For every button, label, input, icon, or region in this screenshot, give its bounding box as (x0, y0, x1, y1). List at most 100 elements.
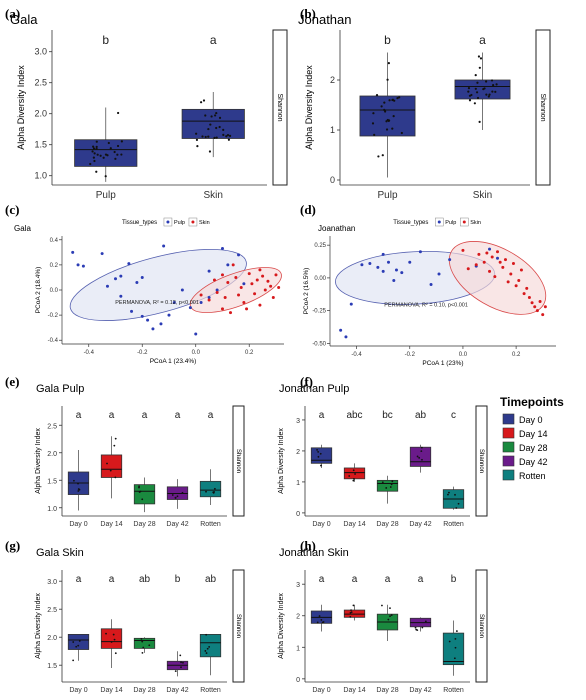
legend-label-0: Day 0 (519, 415, 543, 425)
permanova-annotation: PERMANOVA, R² = 0.10, p<0.001 (384, 303, 468, 309)
pulp-point (162, 244, 166, 248)
data-point (215, 111, 218, 115)
pulp-point (167, 313, 171, 317)
y-tick-label: 2 (296, 614, 300, 621)
y-tick-label: 0.25 (314, 243, 326, 249)
panel-label-g: (g) (5, 538, 20, 553)
data-point (204, 135, 207, 139)
data-point (215, 126, 218, 130)
skin-point (506, 280, 510, 284)
y-tick-label: 2.0 (34, 109, 47, 119)
data-point (116, 144, 120, 148)
data-point (476, 81, 479, 84)
box-chart-a: Gala Shannon 1.0 1.5 2.0 2.5 3.0 Alpha Diversit… (10, 12, 288, 201)
significance-letter: ab (139, 574, 151, 585)
pulp-point (386, 260, 390, 264)
pulp-point (105, 284, 109, 288)
box-g-2 (133, 637, 156, 649)
box-e-4 (199, 480, 222, 498)
x-tick-label: Day 0 (69, 521, 87, 528)
data-point (201, 135, 204, 138)
data-point (195, 138, 199, 141)
y-tick-label: 3 (296, 582, 300, 589)
skin-point (527, 296, 531, 300)
pulp-point (194, 332, 198, 336)
significance-letter: a (76, 410, 82, 421)
skin-point (274, 273, 278, 277)
data-point (213, 136, 216, 139)
data-point (226, 134, 230, 137)
skin-point (231, 263, 235, 267)
data-point (416, 455, 419, 458)
pulp-point (360, 263, 364, 267)
pulp-point (159, 322, 163, 326)
data-point (142, 646, 145, 649)
significance-letter: bc (382, 410, 393, 421)
data-point (109, 469, 112, 472)
skin-point (530, 301, 534, 305)
data-point (454, 637, 457, 640)
facet-label-e: Shannon (235, 449, 241, 473)
y-axis-label-a: Alpha Diversity Index (16, 65, 26, 150)
skin-point (482, 260, 486, 264)
x-tick-label: Skin (473, 190, 492, 201)
data-point (350, 611, 353, 613)
skin-point (242, 301, 246, 305)
panel-label-e: (e) (5, 374, 19, 389)
data-point (102, 156, 105, 159)
data-point (179, 654, 182, 657)
y-tick-label: 1 (296, 645, 300, 652)
data-point (479, 57, 483, 60)
facet-strip-h (475, 569, 488, 683)
skin-point (237, 293, 241, 297)
data-point (453, 657, 456, 660)
x-tick-label: Day 28 (133, 521, 155, 528)
data-point (383, 101, 386, 104)
chart-title-h: Jonathan Skin (279, 547, 349, 559)
box-e-1 (100, 454, 123, 478)
pulp-ellipse (69, 248, 247, 321)
data-point (73, 479, 75, 482)
data-point (482, 88, 485, 91)
x-tick-label: Pulp (96, 190, 116, 201)
data-point (116, 153, 119, 156)
pulp-point (172, 301, 176, 305)
data-point (199, 101, 203, 104)
facet-label-a: Shannon (276, 93, 283, 121)
pulp-point (220, 247, 224, 251)
data-point (381, 604, 383, 607)
data-point (225, 135, 228, 138)
skin-point (258, 268, 262, 272)
data-point (92, 145, 95, 148)
y-tick-label: 1 (330, 125, 335, 135)
skin-point (493, 275, 497, 279)
data-point (380, 105, 383, 108)
pulp-point (429, 282, 433, 286)
skin-point (485, 251, 489, 255)
pulp-point (381, 269, 385, 273)
y-axis-label-h: Alpha Diversity Index (278, 593, 285, 659)
data-point (95, 147, 98, 150)
panel-label-b: (b) (300, 6, 316, 21)
pulp-point (199, 301, 203, 305)
panel-label-f: (f) (300, 374, 313, 389)
data-point (398, 96, 401, 99)
y-tick-label: -0.50 (312, 341, 326, 347)
box-chart-f: Jonathan Pulp Shannon 0 1 2 3 Alpha Diversity … (278, 383, 488, 528)
data-point (385, 487, 388, 489)
pulp-point (226, 263, 230, 267)
data-point (148, 644, 151, 647)
legend-label-3: Day 42 (519, 457, 548, 467)
pulp-point (127, 262, 131, 266)
skin-point (220, 273, 224, 277)
facet-label-g: Shannon (235, 614, 241, 638)
box-chart-e: Gala Pulp Shannon 1.0 1.5 2.0 2.5 Alpha Divers… (35, 383, 245, 528)
pulp-point (242, 282, 246, 286)
box-a-1 (181, 108, 245, 139)
data-point (114, 476, 117, 479)
significance-letter: a (418, 574, 424, 585)
data-point (388, 119, 391, 122)
y-tick-label: 2.5 (47, 423, 57, 430)
chart-title-a: Gala (10, 12, 38, 27)
data-point (72, 659, 75, 662)
